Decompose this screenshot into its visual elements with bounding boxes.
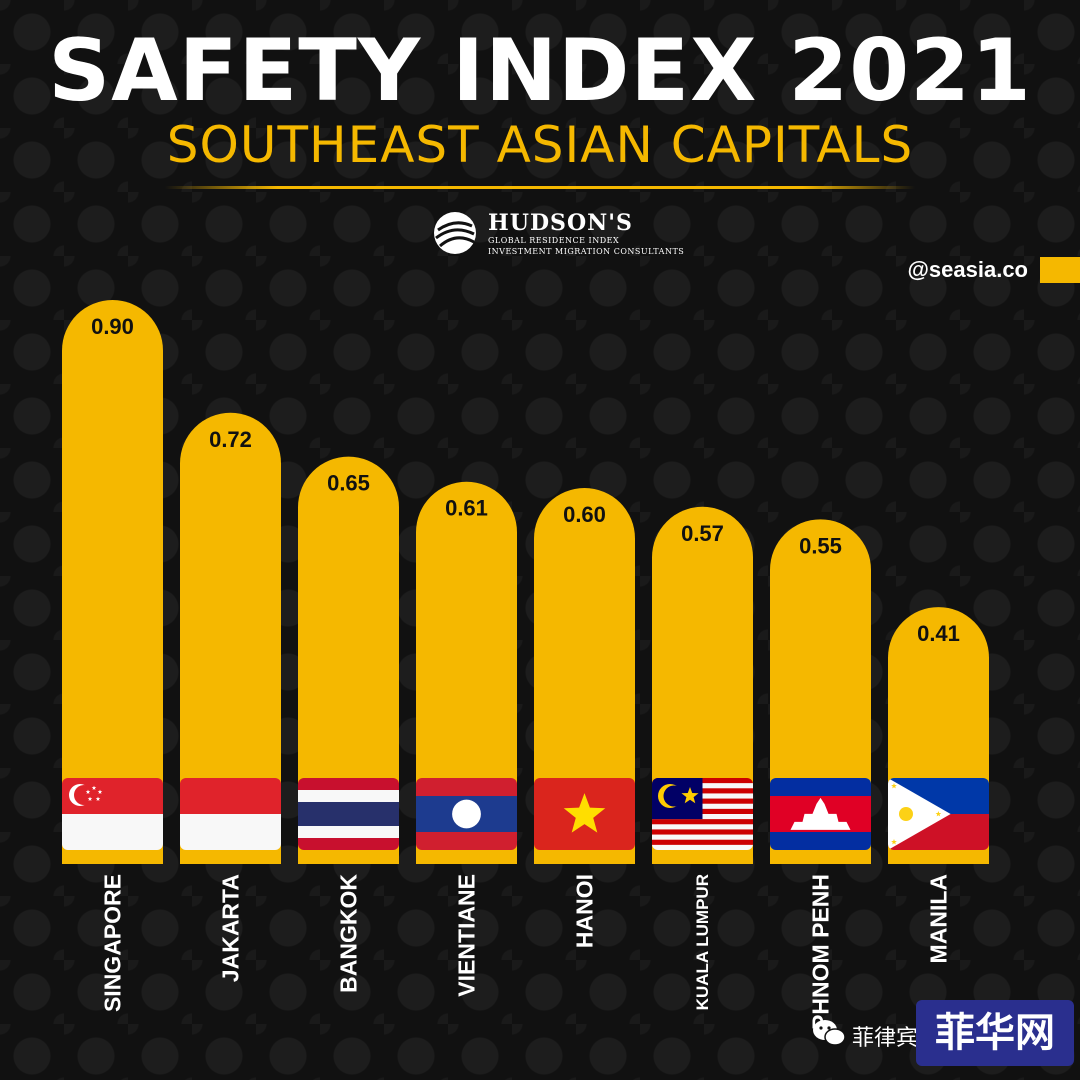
- category-label: KUALA LUMPUR: [693, 874, 712, 1010]
- brand-logo: HUDSON'S GLOBAL RESIDENCE INDEX INVESTME…: [432, 208, 684, 258]
- title-divider: [165, 186, 915, 189]
- brand-tagline-2: INVESTMENT MIGRATION CONSULTANTS: [488, 247, 685, 256]
- cambodia-flag-icon: [770, 778, 871, 850]
- brand-name: HUDSON'S: [488, 210, 633, 236]
- category-label: JAKARTA: [218, 874, 244, 982]
- bar-value-label: 0.60: [563, 502, 606, 527]
- wechat-icon: [813, 1020, 846, 1046]
- bar-group: 0.61 VIENTIANE: [416, 481, 517, 997]
- bar: [652, 506, 753, 864]
- globe-icon: [434, 212, 476, 254]
- bar: [534, 488, 635, 864]
- bar-value-label: 0.61: [445, 496, 488, 521]
- page-title: SAFETY INDEX 2021: [48, 21, 1032, 121]
- singapore-flag-icon: [62, 778, 163, 850]
- handle-accent-bar: [1040, 257, 1080, 283]
- page-subtitle: SOUTHEAST ASIAN CAPITALS: [166, 116, 914, 174]
- philippines-flag-icon: [888, 778, 989, 850]
- bar: [62, 300, 163, 864]
- bar-group: 0.60 HANOI: [534, 488, 635, 948]
- bar-value-label: 0.55: [799, 533, 842, 558]
- social-handle: @seasia.co: [907, 257, 1028, 282]
- category-label: BANGKOK: [336, 874, 362, 993]
- bar: [298, 456, 399, 864]
- bar: [416, 481, 517, 864]
- bar-group: 0.55 PHNOM PENH: [770, 519, 871, 1030]
- category-label: SINGAPORE: [100, 874, 126, 1012]
- bar-group: 0.41 MANILA: [888, 607, 989, 963]
- brand-tagline-1: GLOBAL RESIDENCE INDEX: [488, 236, 620, 245]
- bar-value-label: 0.90: [91, 314, 134, 339]
- bar-value-label: 0.65: [327, 471, 370, 496]
- category-label: MANILA: [926, 874, 952, 963]
- watermark-logo: 菲华网: [916, 1000, 1074, 1066]
- bar-group: 0.90 SINGAPORE: [62, 300, 163, 1012]
- vietnam-flag-icon: [534, 778, 635, 850]
- bar-group: 0.57 KUALA LUMPUR: [652, 506, 753, 1010]
- bar: [180, 412, 281, 864]
- bar-value-label: 0.57: [681, 521, 724, 546]
- thailand-flag-icon: [298, 778, 399, 850]
- malaysia-flag-icon: [652, 778, 753, 850]
- laos-flag-icon: [416, 778, 517, 850]
- bar-group: 0.72 JAKARTA: [180, 412, 281, 982]
- bar: [770, 519, 871, 864]
- bar-value-label: 0.41: [917, 621, 960, 646]
- bar-value-label: 0.72: [209, 427, 252, 452]
- indonesia-flag-icon: [180, 778, 281, 850]
- watermark-text: 菲律宾: [852, 1026, 919, 1051]
- category-label: VIENTIANE: [454, 874, 480, 997]
- category-label: HANOI: [572, 874, 598, 948]
- bar-group: 0.65 BANGKOK: [298, 456, 399, 993]
- category-label: PHNOM PENH: [808, 874, 834, 1030]
